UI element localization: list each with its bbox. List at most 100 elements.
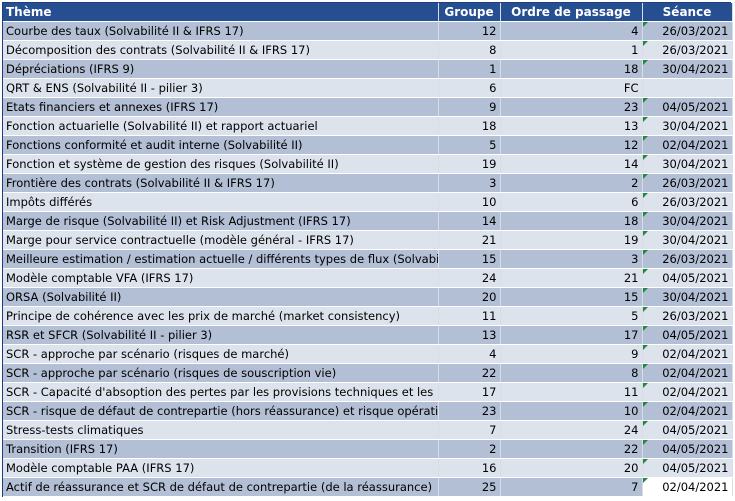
cell-theme[interactable]: Actif de réassurance et SCR de défaut de… xyxy=(3,477,439,497)
cell-theme[interactable]: Etats financiers et annexes (IFRS 17) xyxy=(3,97,439,117)
cell-ordre[interactable]: 2 xyxy=(500,173,643,193)
cell-seance[interactable]: 26/03/2021 xyxy=(642,173,733,193)
cell-ordre[interactable]: 17 xyxy=(500,325,643,345)
cell-theme[interactable]: Décomposition des contrats (Solvabilité … xyxy=(3,40,439,60)
cell-theme[interactable]: Transition (IFRS 17) xyxy=(3,439,439,459)
cell-theme[interactable]: Impôts différés xyxy=(3,192,439,212)
cell-seance[interactable]: 04/05/2021 xyxy=(642,458,733,478)
cell-groupe[interactable]: 22 xyxy=(438,363,501,383)
header-ordre[interactable]: Ordre de passage xyxy=(500,3,643,22)
cell-seance[interactable]: 02/04/2021 xyxy=(642,382,733,402)
cell-ordre[interactable]: 19 xyxy=(500,230,643,250)
header-theme[interactable]: Thème xyxy=(3,3,439,22)
cell-seance[interactable]: 04/05/2021 xyxy=(642,439,733,459)
cell-seance[interactable]: 02/04/2021 xyxy=(642,363,733,383)
cell-ordre[interactable]: 13 xyxy=(500,116,643,136)
cell-groupe[interactable]: 13 xyxy=(438,325,501,345)
cell-groupe[interactable]: 11 xyxy=(438,306,501,326)
cell-seance[interactable]: 26/03/2021 xyxy=(642,40,733,60)
cell-ordre[interactable]: 6 xyxy=(500,192,643,212)
cell-seance[interactable]: 04/05/2021 xyxy=(642,97,733,117)
cell-seance[interactable]: 04/05/2021 xyxy=(642,268,733,288)
cell-theme[interactable]: QRT & ENS (Solvabilité II - pilier 3) xyxy=(3,78,439,98)
cell-theme[interactable]: Principe de cohérence avec les prix de m… xyxy=(3,306,439,326)
header-groupe[interactable]: Groupe xyxy=(438,3,501,22)
cell-seance[interactable]: 30/04/2021 xyxy=(642,211,733,231)
cell-seance[interactable]: 02/04/2021 xyxy=(642,477,733,497)
cell-ordre[interactable]: 15 xyxy=(500,287,643,307)
cell-seance[interactable]: 30/04/2021 xyxy=(642,287,733,307)
cell-groupe[interactable]: 4 xyxy=(438,344,501,364)
cell-seance[interactable] xyxy=(642,78,733,98)
cell-groupe[interactable]: 23 xyxy=(438,401,501,421)
cell-ordre[interactable]: 1 xyxy=(500,40,643,60)
cell-ordre[interactable]: 18 xyxy=(500,59,643,79)
cell-seance[interactable]: 02/04/2021 xyxy=(642,135,733,155)
cell-groupe[interactable]: 6 xyxy=(438,78,501,98)
cell-theme[interactable]: SCR - risque de défaut de contrepartie (… xyxy=(3,401,439,421)
cell-theme[interactable]: SCR - approche par scénario (risques de … xyxy=(3,363,439,383)
cell-groupe[interactable]: 14 xyxy=(438,211,501,231)
cell-ordre[interactable]: 23 xyxy=(500,97,643,117)
cell-groupe[interactable]: 15 xyxy=(438,249,501,269)
cell-seance[interactable]: 04/05/2021 xyxy=(642,325,733,345)
cell-groupe[interactable]: 2 xyxy=(438,439,501,459)
cell-groupe[interactable]: 20 xyxy=(438,287,501,307)
cell-theme[interactable]: Frontière des contrats (Solvabilité II &… xyxy=(3,173,439,193)
cell-theme[interactable]: Marge de risque (Solvabilité II) et Risk… xyxy=(3,211,439,231)
cell-theme[interactable]: Dépréciations (IFRS 9) xyxy=(3,59,439,79)
cell-ordre[interactable]: 8 xyxy=(500,363,643,383)
cell-ordre[interactable]: FC xyxy=(500,78,643,98)
cell-groupe[interactable]: 1 xyxy=(438,59,501,79)
cell-seance[interactable]: 02/04/2021 xyxy=(642,401,733,421)
cell-groupe[interactable]: 3 xyxy=(438,173,501,193)
cell-seance[interactable]: 26/03/2021 xyxy=(642,306,733,326)
cell-groupe[interactable]: 10 xyxy=(438,192,501,212)
cell-groupe[interactable]: 7 xyxy=(438,420,501,440)
cell-groupe[interactable]: 17 xyxy=(438,382,501,402)
cell-theme[interactable]: Fonctions conformité et audit interne (S… xyxy=(3,135,439,155)
cell-ordre[interactable]: 7 xyxy=(500,477,643,497)
cell-theme[interactable]: Courbe des taux (Solvabilité II & IFRS 1… xyxy=(3,21,439,41)
cell-theme[interactable]: Modèle comptable VFA (IFRS 17) xyxy=(3,268,439,288)
cell-theme[interactable]: SCR - Capacité d'absoption des pertes pa… xyxy=(3,382,439,402)
cell-groupe[interactable]: 25 xyxy=(438,477,501,497)
cell-theme[interactable]: RSR et SFCR (Solvabilité II - pilier 3) xyxy=(3,325,439,345)
cell-ordre[interactable]: 5 xyxy=(500,306,643,326)
cell-groupe[interactable]: 21 xyxy=(438,230,501,250)
cell-ordre[interactable]: 9 xyxy=(500,344,643,364)
cell-groupe[interactable]: 5 xyxy=(438,135,501,155)
cell-ordre[interactable]: 11 xyxy=(500,382,643,402)
cell-ordre[interactable]: 24 xyxy=(500,420,643,440)
header-seance[interactable]: Séance xyxy=(642,3,733,22)
cell-ordre[interactable]: 3 xyxy=(500,249,643,269)
cell-ordre[interactable]: 14 xyxy=(500,154,643,174)
cell-seance[interactable]: 26/03/2021 xyxy=(642,249,733,269)
cell-seance[interactable]: 04/05/2021 xyxy=(642,420,733,440)
cell-theme[interactable]: Meilleure estimation / estimation actuel… xyxy=(3,249,439,269)
cell-groupe[interactable]: 16 xyxy=(438,458,501,478)
cell-theme[interactable]: Fonction et système de gestion des risqu… xyxy=(3,154,439,174)
cell-seance[interactable]: 26/03/2021 xyxy=(642,192,733,212)
cell-theme[interactable]: Stress-tests climatiques xyxy=(3,420,439,440)
cell-ordre[interactable]: 4 xyxy=(500,21,643,41)
cell-ordre[interactable]: 20 xyxy=(500,458,643,478)
cell-ordre[interactable]: 18 xyxy=(500,211,643,231)
cell-theme[interactable]: SCR - approche par scénario (risques de … xyxy=(3,344,439,364)
cell-groupe[interactable]: 8 xyxy=(438,40,501,60)
cell-seance[interactable]: 30/04/2021 xyxy=(642,59,733,79)
cell-groupe[interactable]: 24 xyxy=(438,268,501,288)
cell-theme[interactable]: ORSA (Solvabilité II) xyxy=(3,287,439,307)
cell-ordre[interactable]: 12 xyxy=(500,135,643,155)
cell-groupe[interactable]: 18 xyxy=(438,116,501,136)
cell-seance[interactable]: 30/04/2021 xyxy=(642,154,733,174)
cell-seance[interactable]: 30/04/2021 xyxy=(642,230,733,250)
cell-seance[interactable]: 02/04/2021 xyxy=(642,344,733,364)
cell-theme[interactable]: Marge pour service contractuelle (modèle… xyxy=(3,230,439,250)
cell-theme[interactable]: Fonction actuarielle (Solvabilité II) et… xyxy=(3,116,439,136)
cell-ordre[interactable]: 21 xyxy=(500,268,643,288)
cell-ordre[interactable]: 10 xyxy=(500,401,643,421)
cell-ordre[interactable]: 22 xyxy=(500,439,643,459)
cell-seance[interactable]: 26/03/2021 xyxy=(642,21,733,41)
cell-groupe[interactable]: 19 xyxy=(438,154,501,174)
